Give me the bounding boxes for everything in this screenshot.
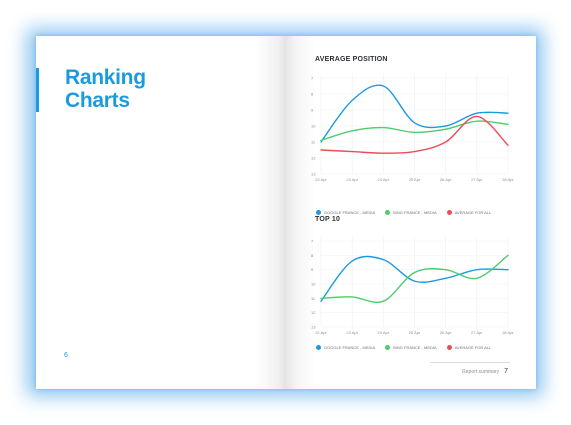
average-position-chart: AVERAGE POSITION 7 8 9 10 11 12 13 22 Apr 23 Apr… (286, 56, 536, 226)
x-tick-label: 22 Apr (315, 330, 327, 335)
legend-item: GOOGLE FRANCE - MEDIA (316, 345, 375, 350)
left-page: Ranking Charts 6 (36, 36, 286, 389)
y-tick-label: 11 (311, 140, 316, 145)
x-tick-label: 22 Apr (315, 177, 327, 182)
y-tick-label: 13 (311, 172, 316, 177)
right-page: AVERAGE POSITION 7 8 9 10 11 12 13 22 Apr 23 Apr… (286, 36, 536, 389)
x-tick-label: 28 Apr (502, 177, 514, 182)
legend-dot-icon (446, 210, 452, 215)
legend-dot-icon (446, 345, 452, 350)
x-tick-label: 24 Apr (378, 177, 390, 182)
y-tick-label: 7 (311, 239, 314, 244)
x-tick-label: 23 Apr (346, 177, 358, 182)
legend-dot-icon (385, 210, 391, 215)
y-tick-label: 8 (311, 92, 314, 97)
legend-item: GOOGLE FRANCE - MEDIA (316, 210, 375, 215)
legend-item: AVERAGE FOR ALL (446, 345, 492, 350)
x-tick-label: 27 Apr (471, 177, 483, 182)
legend-label: GOOGLE FRANCE - MEDIA (324, 210, 376, 215)
y-tick-label: 10 (311, 282, 316, 287)
legend-item: AVERAGE FOR ALL (446, 210, 492, 215)
title-accent-bar (36, 68, 39, 112)
y-tick-label: 8 (311, 253, 314, 258)
y-tick-label: 12 (311, 156, 316, 161)
chart-title: AVERAGE POSITION (315, 56, 388, 63)
series-line (320, 255, 509, 302)
y-tick-label: 9 (311, 267, 314, 272)
series-line (320, 115, 509, 154)
legend-label: GOOGLE FRANCE - MEDIA (324, 345, 376, 350)
series-line (320, 120, 509, 142)
y-tick-label: 12 (311, 310, 316, 315)
page-title-line-1: Ranking (65, 66, 146, 89)
x-tick-label: 27 Apr (471, 330, 483, 335)
y-tick-label: 13 (311, 325, 316, 330)
x-tick-label: 23 Apr (346, 330, 358, 335)
x-tick-label: 24 Apr (378, 330, 390, 335)
series-line (320, 254, 509, 304)
x-tick-label: 25 Apr (409, 330, 421, 335)
x-tick-label: 28 Apr (502, 330, 514, 335)
page-title-line-2: Charts (65, 89, 130, 112)
chart-legend: GOOGLE FRANCE - MEDIA BING FRANCE - MEDI… (316, 345, 491, 350)
legend-label: AVERAGE FOR ALL (454, 210, 492, 215)
legend-dot-icon (316, 210, 321, 215)
top-10-chart: TOP 10 7 8 9 10 11 12 13 22 Apr 23 Apr 24 Apr 25 A… (286, 216, 536, 366)
chart-title: TOP 10 (315, 216, 341, 223)
legend-label: BING FRANCE - MEDIA (393, 345, 437, 350)
left-page-number: 6 (64, 352, 68, 359)
report-booklet: Ranking Charts 6 AVERAGE POSITION 7 8 9 10 1… (36, 36, 536, 389)
legend-dot-icon (316, 345, 321, 350)
legend-label: BING FRANCE - MEDIA (393, 210, 437, 215)
legend-item: BING FRANCE - MEDIA (385, 210, 437, 215)
legend-label: AVERAGE FOR ALL (454, 345, 492, 350)
page-title: Ranking Charts (65, 66, 146, 112)
chart-legend: GOOGLE FRANCE - MEDIA BING FRANCE - MEDI… (316, 210, 491, 215)
right-page-number: 7 (504, 368, 508, 375)
x-tick-label: 26 Apr (440, 177, 452, 182)
page-footer: Report summary 7 (462, 368, 508, 375)
footer-label: Report summary (462, 369, 500, 375)
legend-dot-icon (385, 345, 391, 350)
y-tick-label: 10 (311, 124, 316, 129)
x-tick-label: 25 Apr (409, 177, 421, 182)
y-tick-label: 7 (311, 76, 314, 81)
x-tick-label: 26 Apr (440, 330, 452, 335)
y-tick-label: 11 (311, 296, 316, 301)
series-line (320, 84, 509, 143)
legend-item: BING FRANCE - MEDIA (385, 345, 437, 350)
y-tick-label: 9 (311, 108, 314, 113)
footer-divider (430, 362, 510, 363)
